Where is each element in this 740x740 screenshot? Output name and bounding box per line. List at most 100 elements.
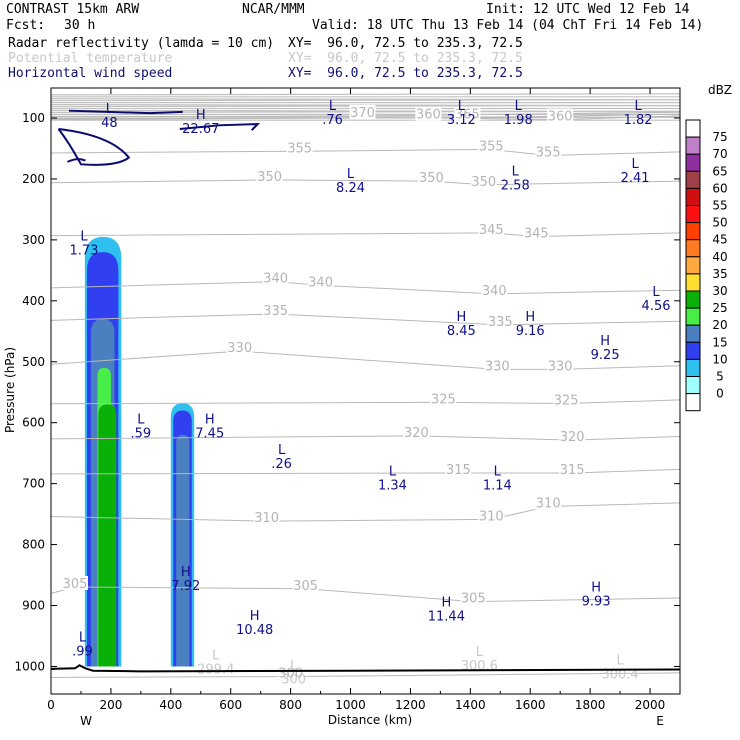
colorbar-level-label: 75 (712, 130, 727, 144)
theta-contour-330 (50, 350, 681, 370)
theta-label-bg (487, 313, 514, 328)
plot-frame (50, 87, 681, 695)
wind-extremum-marker: L (631, 157, 639, 172)
wind-extremum-value: 3.12 (447, 113, 476, 128)
colorbar-level-label: 0 (716, 387, 724, 401)
theta-label-bg (61, 575, 88, 590)
x-axis-label: Distance (km) (328, 713, 412, 727)
wind-extremum-marker: H (250, 609, 260, 624)
theta-label: 315 (560, 463, 585, 478)
wind-extremum-value: 1.73 (69, 243, 98, 258)
colorbar-level-label: 30 (712, 284, 727, 298)
wind-extremum-marker: L (634, 99, 642, 114)
wind-extremum-marker: L (290, 658, 298, 673)
y-tick-label: 600 (22, 416, 45, 430)
wind-extremum-value: 1.14 (483, 479, 512, 494)
wind-extremum-value: 299.4 (197, 663, 234, 678)
theta-label: 335 (488, 315, 513, 330)
theta-label-bg (535, 144, 562, 159)
wind-extremum-value: 2.58 (501, 179, 530, 194)
theta-label: 350 (419, 171, 444, 186)
theta-label-bg (403, 424, 430, 439)
theta-label-bg (253, 510, 280, 525)
colorbar-level-label: 5 (716, 370, 724, 384)
wind-extremum-value: 9.25 (591, 348, 620, 363)
theta-label-bg (460, 590, 487, 605)
theta-label: 310 (254, 511, 279, 526)
wind-extremum-value: 9.93 (582, 594, 611, 609)
field-wind-xy: XY= 96.0, 72.5 to 235.3, 72.5 (288, 66, 523, 81)
reflectivity-cell-0-25dbz (98, 404, 117, 667)
y-tick-label: 700 (22, 477, 45, 491)
theta-label-bg (454, 106, 481, 121)
forecast-label: Fcst: (6, 18, 46, 33)
wind-extremum-value: .76 (322, 113, 343, 128)
colorbar-swatch (685, 153, 701, 172)
wind-extremum-marker: H (591, 580, 601, 595)
theta-label: 360 (548, 110, 573, 125)
y-tick-label: 100 (22, 111, 45, 125)
field-wind-name: Horizontal wind speed (8, 66, 173, 81)
theta-label-bg (547, 108, 574, 123)
colorbar-swatch (685, 222, 701, 241)
colorbar-swatch (685, 273, 701, 292)
colorbar-swatch (685, 341, 701, 360)
y-tick-label: 200 (22, 172, 45, 186)
east-endpoint: E (656, 714, 664, 728)
x-tick-label: 1200 (395, 698, 426, 712)
field-reflectivity-name: Radar reflectivity (lamda = 10 cm) (8, 36, 275, 51)
wind-extremum-value: 22.67 (182, 122, 219, 137)
x-tick-label: 0 (47, 698, 55, 712)
theta-label: 310 (479, 509, 504, 524)
theta-contour-320 (50, 435, 681, 441)
y-tick-label: 1000 (14, 659, 45, 673)
theta-label: 355 (536, 146, 561, 161)
colorbar-swatch (685, 376, 701, 395)
wind-extremum-marker: L (458, 99, 466, 114)
theta-band-line (50, 99, 681, 102)
wind-contours (57, 109, 261, 166)
x-tick-label: 1000 (335, 698, 366, 712)
theta-contour-345 (50, 232, 681, 238)
colorbar-level-label: 50 (712, 216, 727, 230)
theta-label-bg (277, 665, 304, 680)
theta-label: 330 (227, 341, 252, 356)
colorbar-swatch (685, 307, 701, 326)
wind-extremum-value: 1.82 (624, 113, 653, 128)
x-tick-label: 800 (279, 698, 302, 712)
theta-label-bg (547, 358, 574, 373)
forecast-hour: 30 h (64, 18, 96, 33)
wind-extremum-value: .26 (271, 457, 292, 472)
theta-label: 360 (416, 108, 441, 123)
colorbar-swatch (685, 358, 701, 377)
x-tick-label: 2000 (635, 698, 666, 712)
theta-label: 305 (461, 592, 486, 607)
theta-label-bg (484, 358, 511, 373)
wind-extremum-value: 300 (281, 672, 306, 687)
y-tick-label: 900 (22, 599, 45, 613)
theta-label-bg (553, 392, 580, 407)
colorbar-swatch (685, 205, 701, 224)
colorbar-level-label: 65 (712, 164, 727, 178)
y-tick-label: 500 (22, 355, 45, 369)
wind-extrema-labels: L48H22.67L.76L3.12L1.98L1.82L2.41L8.24L2… (69, 99, 670, 687)
wind-contour-20-top (68, 109, 183, 115)
x-tick-label: 200 (99, 698, 122, 712)
theta-label: 325 (554, 394, 579, 409)
theta-label: 340 (482, 284, 507, 299)
wind-extremum-value: 300.6 (461, 659, 498, 674)
theta-label-bg (535, 495, 562, 510)
theta-label: 350 (257, 170, 282, 185)
theta-contour-355 (50, 148, 681, 157)
theta-label-bg (430, 391, 457, 406)
field-reflectivity-xy: XY= 96.0, 72.5 to 235.3, 72.5 (288, 36, 523, 51)
colorbar-level-label: 15 (712, 335, 727, 349)
colorbar-level-label: 35 (712, 267, 727, 281)
theta-label: 330 (485, 359, 510, 374)
wind-extremum-marker: L (79, 630, 87, 645)
theta-label-bg (262, 302, 289, 317)
wind-extremum-value: 8.24 (336, 181, 365, 196)
theta-label: 340 (263, 272, 288, 287)
theta-label-bg (292, 577, 319, 592)
